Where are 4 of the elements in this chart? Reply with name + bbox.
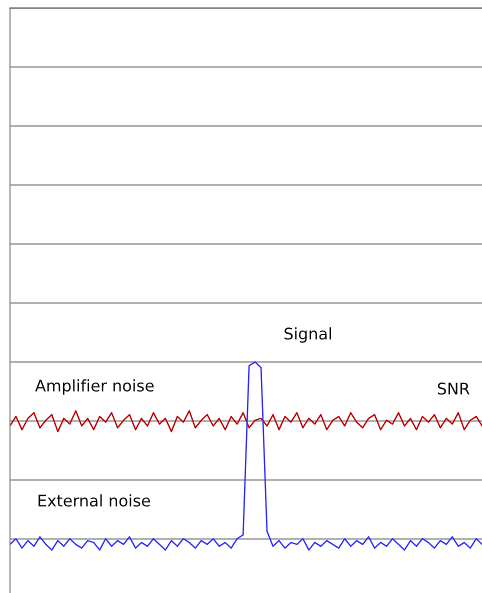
annotation: Amplifier noise — [35, 379, 154, 395]
text: Signal — [284, 327, 332, 343]
annotation: SNR — [438, 382, 470, 395]
annotation: External noise — [38, 494, 150, 507]
